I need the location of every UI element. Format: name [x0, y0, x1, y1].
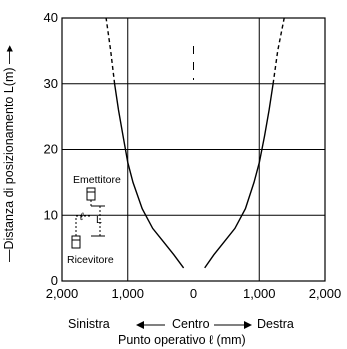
left-curve-solid [113, 83, 185, 269]
x-tick-label: 2,000 [309, 286, 342, 301]
left-arrow-head [136, 321, 144, 329]
left-direction-label: Sinistra [68, 317, 110, 331]
emitter-icon [86, 187, 96, 201]
right-curve-solid [204, 83, 274, 269]
x-tick-labels: 2,000 1,000 0 1,000 2,000 [46, 286, 342, 301]
x-tick-label: 0 [190, 286, 197, 301]
center-direction-label: Centro [172, 317, 210, 331]
right-arrow-head [244, 321, 252, 329]
receiver-label: Ricevitore [67, 254, 114, 266]
y-tick-label: 20 [44, 142, 58, 157]
l-symbol: ℓ [79, 211, 84, 223]
emitter-label: Emettitore [73, 174, 121, 186]
receiver-icon [71, 235, 81, 249]
grid [61, 17, 326, 282]
right-curve-dashed [272, 17, 285, 84]
y-tick-label: 0 [51, 273, 58, 288]
left-curve-dashed [105, 17, 116, 84]
right-direction-label: Destra [257, 317, 294, 331]
x-tick-label: 1,000 [243, 286, 276, 301]
x-tick-label: 2,000 [46, 286, 79, 301]
y-tick-label: 10 [44, 207, 58, 222]
y-tick-label: 40 [44, 10, 58, 25]
y-axis-title: —Distanza di posizionamento L(m) —▸ [2, 45, 16, 262]
sensor-inset: Emettitore L ℓ Ricevitore [67, 174, 121, 266]
curves [105, 17, 285, 269]
L-symbol: L [96, 214, 102, 226]
y-tick-labels: 0 10 20 30 40 [44, 10, 58, 288]
x-tick-label: 1,000 [111, 286, 144, 301]
x-axis-title: Punto operativo ℓ (mm) [118, 333, 246, 347]
y-tick-label: 30 [44, 76, 58, 91]
